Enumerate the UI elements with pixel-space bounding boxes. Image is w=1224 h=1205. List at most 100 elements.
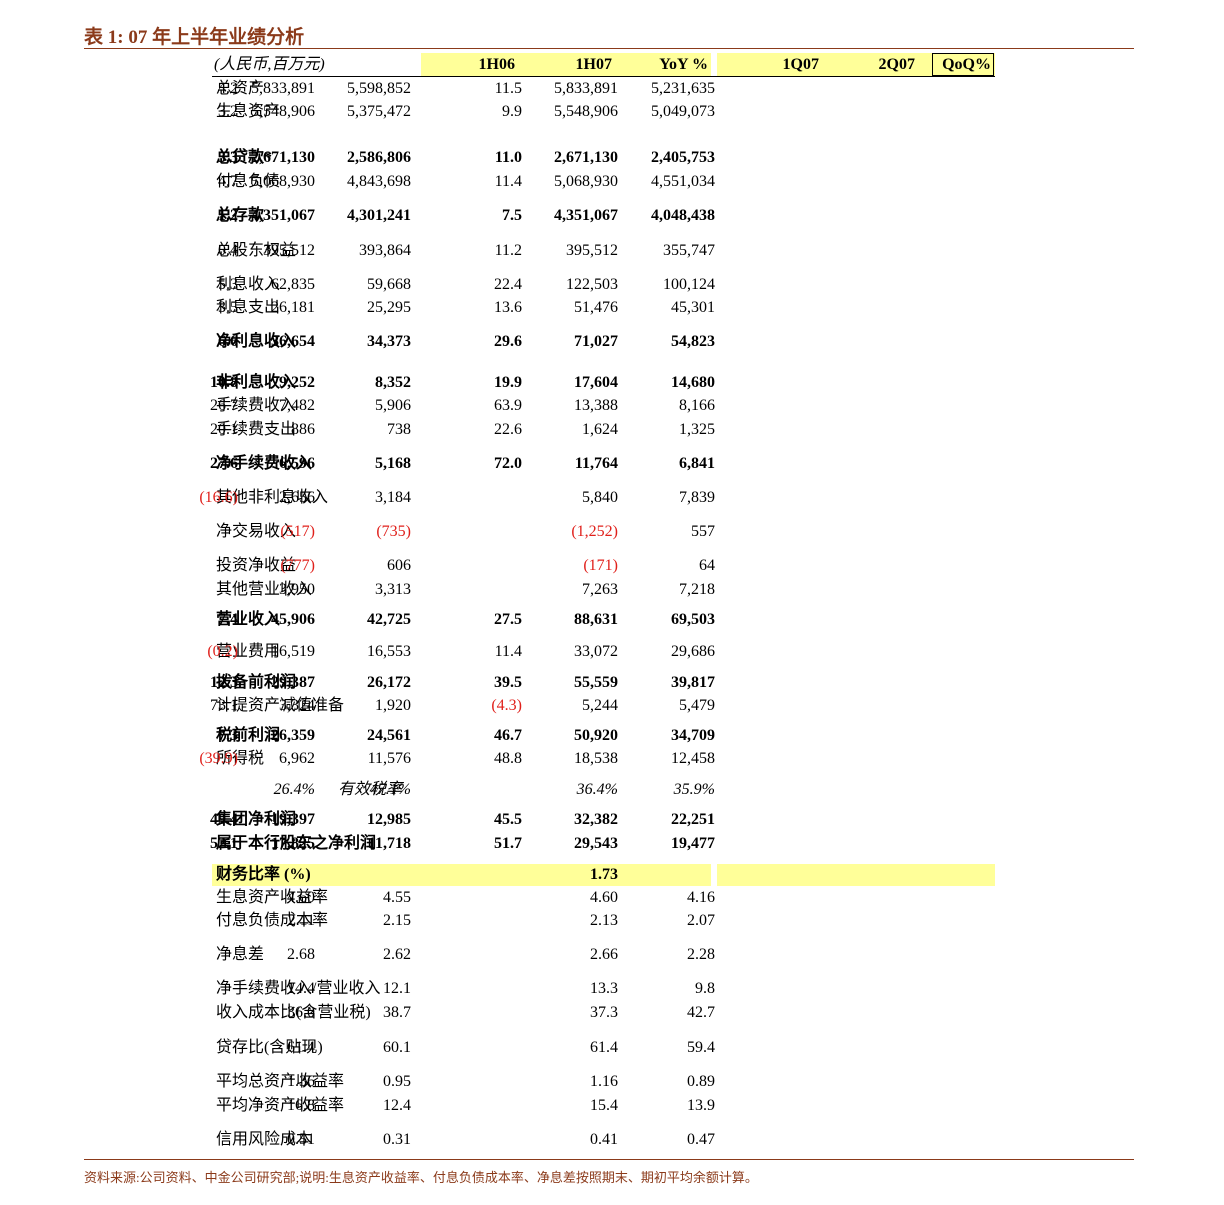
cell-1q07: 11,576 bbox=[367, 750, 411, 767]
cell-2q07: (517) bbox=[280, 523, 315, 540]
cell-1q07: 42,725 bbox=[367, 611, 411, 628]
column-header-1h07: 1H07 bbox=[575, 56, 612, 73]
cell-2q07: 886 bbox=[291, 421, 315, 438]
cell-qoq: 7.4 bbox=[218, 611, 238, 628]
row-label: 非利息收入 bbox=[216, 374, 297, 391]
cell-qoq: 7.3 bbox=[218, 727, 238, 744]
row-label: 其他营业收入 bbox=[216, 581, 313, 598]
cell-yoy: 51.7 bbox=[494, 835, 522, 852]
row-label: 付息负债成本率 bbox=[216, 912, 329, 929]
cell-1h07: 5,244 bbox=[582, 697, 618, 714]
cell-1h07: 5,840 bbox=[582, 489, 618, 506]
cell-1h06: 34,709 bbox=[671, 727, 715, 744]
cell-1q07: 5,168 bbox=[375, 455, 411, 472]
row-label: 集团净利润 bbox=[216, 811, 297, 828]
cell-1h07: 2,671,130 bbox=[554, 149, 618, 166]
cell-1h07: 395,512 bbox=[566, 242, 618, 259]
cell-qoq: 27.6 bbox=[210, 455, 238, 472]
cell-qoq: (39.9) bbox=[199, 750, 238, 767]
cell-yoy: 11.4 bbox=[494, 173, 522, 190]
cell-1h06: 2,405,753 bbox=[651, 149, 715, 166]
cell-1h06: 4,551,034 bbox=[651, 173, 715, 190]
row-label: 平均净资产收益率 bbox=[216, 1097, 345, 1114]
cell-1q07: 8,352 bbox=[375, 374, 411, 391]
cell-2q07: 7,482 bbox=[279, 397, 315, 414]
cell-2q07: 36,654 bbox=[271, 333, 315, 350]
cell-2q07: 0.51 bbox=[287, 1131, 315, 1148]
cell-qoq: 6.6 bbox=[218, 333, 238, 350]
cell-qoq: 52.1 bbox=[210, 835, 238, 852]
cell-1q07: 12.1 bbox=[383, 980, 411, 997]
cell-2q07: 26,359 bbox=[271, 727, 315, 744]
cell-qoq: 4.7 bbox=[218, 173, 238, 190]
cell-1q07: 2.62 bbox=[383, 946, 411, 963]
cell-1h06: 5,049,073 bbox=[651, 103, 715, 120]
cell-2q07: 45,906 bbox=[271, 611, 315, 628]
cell-2q07: 4,351,067 bbox=[251, 207, 315, 224]
header-highlight-quarter bbox=[717, 53, 995, 77]
cell-1h07: 37.3 bbox=[590, 1004, 618, 1021]
cell-1h06: 54,823 bbox=[671, 333, 715, 350]
row-label: 信用风险成本 bbox=[216, 1131, 313, 1148]
cell-1h06: 8,166 bbox=[679, 397, 715, 414]
cell-1h07: 33,072 bbox=[574, 643, 618, 660]
column-header-yoy: YoY % bbox=[659, 56, 708, 73]
cell-2q07: 5,548,906 bbox=[251, 103, 315, 120]
cell-2q07: 2,656 bbox=[279, 489, 315, 506]
cell-1q07: 25,295 bbox=[367, 299, 411, 316]
cell-1q07: 26,172 bbox=[367, 674, 411, 691]
cell-1q07: 12,985 bbox=[367, 811, 411, 828]
ratio-section-highlight-left bbox=[212, 864, 711, 886]
cell-1h07: 50,920 bbox=[574, 727, 618, 744]
row-label: 收入成本比(含营业税) bbox=[216, 1004, 371, 1021]
cell-yoy: 11.5 bbox=[494, 80, 522, 97]
cell-qoq: 0.4 bbox=[218, 242, 238, 259]
cell-2q07: 5,068,930 bbox=[251, 173, 315, 190]
row-label: 营业收入 bbox=[216, 611, 281, 628]
cell-1h06: 12,458 bbox=[671, 750, 715, 767]
cell-1h07: 15.4 bbox=[590, 1097, 618, 1114]
row-label: 付息负债 bbox=[216, 173, 281, 190]
cell-1h06: 0.47 bbox=[687, 1131, 715, 1148]
cell-1q07: 60.1 bbox=[383, 1039, 411, 1056]
cell-1h06: 19,477 bbox=[671, 835, 715, 852]
cell-2q07: 62,835 bbox=[271, 276, 315, 293]
ratio-section-highlight-right bbox=[717, 864, 995, 886]
cell-1q07: 3,184 bbox=[375, 489, 411, 506]
row-label: 财务比率 (%) bbox=[216, 866, 311, 883]
cell-1h07: 0.41 bbox=[590, 1131, 618, 1148]
cell-1q07: 4,301,241 bbox=[347, 207, 411, 224]
cell-1h07: 71,027 bbox=[574, 333, 618, 350]
cell-1h06: 9.8 bbox=[695, 980, 715, 997]
cell-2q07: 6,962 bbox=[279, 750, 315, 767]
cell-1h06: 29,686 bbox=[671, 643, 715, 660]
cell-1h06: 1,325 bbox=[679, 421, 715, 438]
cell-qoq: 20.1 bbox=[210, 421, 238, 438]
cell-2q07: 17,825 bbox=[271, 835, 315, 852]
cell-1h07: 1.73 bbox=[590, 866, 618, 883]
cell-1h07: 5,833,891 bbox=[554, 80, 618, 97]
cell-2q07: 395,512 bbox=[263, 242, 315, 259]
cell-1h06: 7,839 bbox=[679, 489, 715, 506]
cell-yoy: 11.0 bbox=[494, 149, 522, 166]
cell-1q07: 606 bbox=[387, 557, 411, 574]
cell-1h06: 45,301 bbox=[671, 299, 715, 316]
row-label: 投资净收益 bbox=[216, 557, 297, 574]
cell-1q07: 3,313 bbox=[375, 581, 411, 598]
cell-1q07: 0.31 bbox=[383, 1131, 411, 1148]
cell-yoy: 11.2 bbox=[494, 242, 522, 259]
cell-1h07: 7,263 bbox=[582, 581, 618, 598]
cell-1h06: 4,048,438 bbox=[651, 207, 715, 224]
cell-1q07: 16,553 bbox=[367, 643, 411, 660]
cell-yoy: 19.9 bbox=[494, 374, 522, 391]
cell-1h07: 29,543 bbox=[574, 835, 618, 852]
cell-1q07: 12.4 bbox=[383, 1097, 411, 1114]
header-qoq-box bbox=[932, 53, 994, 76]
cell-1h07: 122,503 bbox=[566, 276, 618, 293]
row-label: 手续费支出 bbox=[216, 421, 297, 438]
cell-1h07: 1.16 bbox=[590, 1073, 618, 1090]
cell-qoq: 3.5 bbox=[218, 299, 238, 316]
row-label: 拨备前利润 bbox=[216, 674, 297, 691]
cell-1h07: 4.60 bbox=[590, 889, 618, 906]
